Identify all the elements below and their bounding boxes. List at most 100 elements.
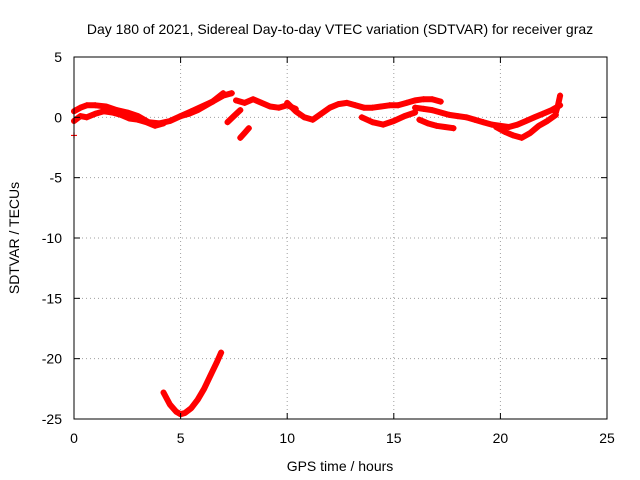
data-point [412,97,419,104]
data-point [352,102,359,109]
data-point [275,104,282,111]
data-point [424,120,431,127]
data-point [201,385,208,392]
data-point [250,96,257,103]
data-point [181,409,188,416]
data-point [557,92,564,99]
data-point [213,359,220,366]
series-track-l [552,92,564,116]
data-point [552,109,559,116]
data-point [544,117,551,124]
data-point [395,102,402,109]
series-track-c [177,90,235,120]
data-point [412,104,419,111]
data-point [446,111,453,118]
data-point [527,130,534,137]
data-point [360,104,367,111]
data-point [318,110,325,117]
data-point [77,113,84,120]
data-point [203,102,210,109]
data-point [463,114,470,121]
series-track-b [71,108,167,129]
data-point [126,115,133,122]
x-tick-label: 10 [279,430,295,446]
data-point [369,119,376,126]
data-point [102,103,109,110]
series-track-h [358,109,419,128]
data-point [471,116,478,123]
data-point [166,401,173,408]
y-axis-label: SDTVAR / TECUs [6,182,22,294]
data-point [188,405,195,412]
data-point [241,99,248,106]
data-point [152,122,159,129]
data-point [335,101,342,108]
data-point [510,132,517,139]
series-line [358,109,419,128]
y-tick-label: -25 [42,411,62,427]
data-point [403,99,410,106]
series-track-j [416,116,457,132]
data-point [233,97,240,104]
data-point [194,396,201,403]
x-tick-label: 25 [599,430,615,446]
data-point [429,107,436,114]
data-point [160,120,167,127]
data-point [437,109,444,116]
data-point [480,119,487,126]
x-tick-label: 0 [70,430,78,446]
data-point [207,372,214,379]
data-point [241,130,248,137]
data-point [433,122,440,129]
x-tick-label: 15 [386,430,402,446]
data-point [194,107,201,114]
data-point [326,104,333,111]
data-point [211,97,218,104]
plot-frame [73,56,608,420]
data-point [284,99,291,106]
y-tick-label: -5 [50,170,63,186]
data-point [92,110,99,117]
y-tick-label: -15 [42,290,62,306]
data-point [401,113,408,120]
x-axis-label: GPS time / hours [287,458,394,474]
data-point [380,121,387,128]
data-point [420,96,427,103]
data-point [230,113,237,120]
data-point [237,134,244,141]
chart-title: Day 180 of 2021, Sidereal Day-to-day VTE… [87,21,593,37]
data-point [177,113,184,120]
data-point [441,123,448,130]
data-point [369,104,376,111]
data-point [540,110,547,117]
data-point [109,109,116,116]
data-point [554,102,561,109]
data-point [228,90,235,97]
data-point [386,102,393,109]
grid-layer [74,57,607,419]
data-point [518,134,525,141]
data-point [245,125,252,132]
data-point [378,103,385,110]
data-point [100,108,107,115]
data-point [454,113,461,120]
data-point [522,117,529,124]
data-point [437,98,444,105]
series-track-f [237,125,252,141]
data-point [166,117,173,124]
series-track-e [224,107,244,126]
tick-layer: 0 5 10 15 20 25 -25 -20 -15 -10 -5 0 5 [42,49,615,446]
data-point [143,119,150,126]
data-point [83,102,90,109]
data-point [416,116,423,123]
data-point [309,116,316,123]
data-point [224,119,231,126]
data-point [488,121,495,128]
data-point [450,125,457,132]
data-point [218,349,225,356]
data-point [237,107,244,114]
data-point [292,108,299,115]
data-point [343,99,350,106]
data-point [134,116,141,123]
